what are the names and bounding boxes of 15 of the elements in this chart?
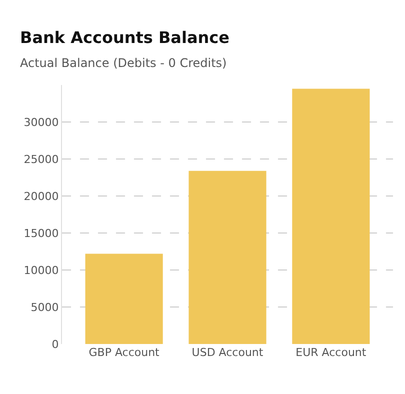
y-tick-label: 20000 <box>24 190 59 203</box>
y-tick-label: 15000 <box>24 226 59 240</box>
x-tick-label: USD Account <box>192 346 264 359</box>
bar <box>188 170 266 344</box>
bar <box>85 254 163 344</box>
y-tick-label: 5000 <box>30 300 59 314</box>
x-tick-label: GBP Account <box>88 346 160 359</box>
y-tick-label: 10000 <box>24 264 59 277</box>
x-tick-label: EUR Account <box>296 346 367 359</box>
y-tick-label: 25000 <box>24 152 59 166</box>
chart-subtitle: Actual Balance (Debits - 0 Credits) <box>20 56 227 70</box>
y-tick-label: 30000 <box>24 116 59 129</box>
bar <box>292 88 370 344</box>
y-tick-label: 0 <box>52 338 59 351</box>
chart-title: Bank Accounts Balance <box>20 28 230 47</box>
